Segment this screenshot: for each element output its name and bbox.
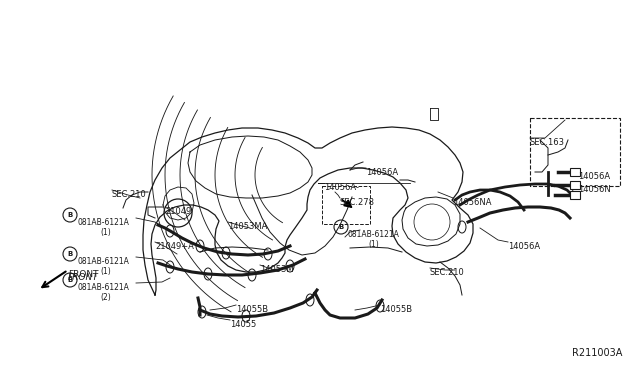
Text: 14055B: 14055B bbox=[236, 305, 268, 314]
Text: 14056A: 14056A bbox=[508, 242, 540, 251]
Text: 14056A: 14056A bbox=[578, 172, 610, 181]
Bar bbox=[530, 118, 620, 186]
Text: 14053MA: 14053MA bbox=[228, 222, 268, 231]
Text: 14056NA: 14056NA bbox=[453, 198, 492, 207]
Text: 21049+A: 21049+A bbox=[155, 242, 194, 251]
Text: 14056A-: 14056A- bbox=[324, 183, 359, 192]
Bar bbox=[322, 186, 370, 224]
Text: SEC.210: SEC.210 bbox=[112, 190, 147, 199]
Text: B: B bbox=[67, 251, 72, 257]
Text: SEC.278: SEC.278 bbox=[340, 198, 375, 207]
Text: 21049: 21049 bbox=[165, 207, 191, 216]
Text: FRONT: FRONT bbox=[68, 273, 99, 282]
Text: 081AB-6121A: 081AB-6121A bbox=[78, 218, 130, 227]
Text: (1): (1) bbox=[368, 240, 379, 249]
Text: 14055: 14055 bbox=[230, 320, 256, 329]
Text: 081AB-6121A: 081AB-6121A bbox=[78, 283, 130, 292]
Text: 081AB-6121A: 081AB-6121A bbox=[348, 230, 400, 239]
Bar bbox=[570, 181, 580, 189]
Polygon shape bbox=[143, 127, 473, 295]
Text: B: B bbox=[67, 212, 72, 218]
Text: B: B bbox=[339, 224, 344, 230]
Text: FRONT: FRONT bbox=[68, 270, 99, 279]
Text: (2): (2) bbox=[100, 293, 111, 302]
Text: SEC.163: SEC.163 bbox=[530, 138, 565, 147]
Text: B: B bbox=[67, 277, 72, 283]
Text: 14056N: 14056N bbox=[578, 185, 611, 194]
Text: SEC.210: SEC.210 bbox=[430, 268, 465, 277]
Bar bbox=[570, 168, 580, 176]
Text: 14056A: 14056A bbox=[366, 168, 398, 177]
Bar bbox=[570, 191, 580, 199]
Text: (1): (1) bbox=[100, 267, 111, 276]
Text: 081AB-6121A: 081AB-6121A bbox=[78, 257, 130, 266]
Text: 14053M: 14053M bbox=[260, 265, 294, 274]
Text: R211003A: R211003A bbox=[572, 348, 622, 358]
Text: 14055B: 14055B bbox=[380, 305, 412, 314]
Text: (1): (1) bbox=[100, 228, 111, 237]
